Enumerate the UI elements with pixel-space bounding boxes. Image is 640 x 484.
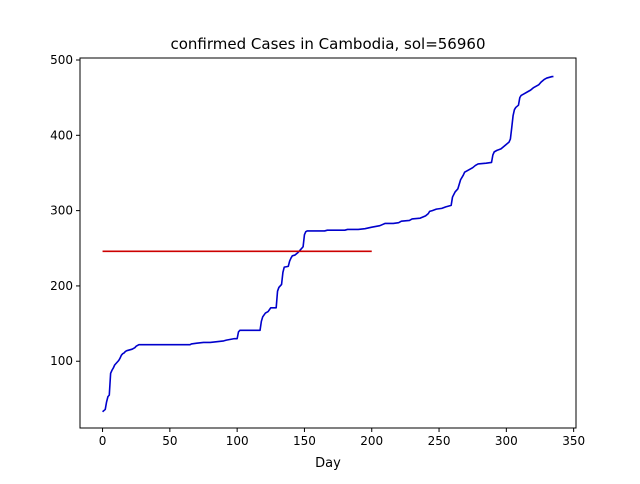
series-layer (102, 75, 554, 413)
plot-frame (79, 57, 577, 429)
x-tick-label: 250 (428, 434, 451, 448)
ticks-layer: 0 50 100 150 200 250 300 350 100 200 300 400 500 (50, 53, 585, 448)
x-tick-label: 100 (226, 434, 249, 448)
y-tick-label: 400 (50, 128, 73, 142)
x-tick-label: 200 (360, 434, 383, 448)
x-tick-label: 0 (99, 434, 107, 448)
x-tick-label: 300 (495, 434, 518, 448)
series-line-1 (102, 75, 554, 413)
x-axis-label: Day (315, 456, 341, 471)
y-tick-label: 200 (50, 279, 73, 293)
x-tick-label: 350 (562, 434, 585, 448)
x-tick-label: 50 (162, 434, 177, 448)
y-tick-label: 500 (50, 53, 73, 67)
x-tick-label: 150 (293, 434, 316, 448)
y-tick-label: 100 (50, 354, 73, 368)
chart-title: confirmed Cases in Cambodia, sol=56960 (171, 35, 486, 53)
y-tick-label: 300 (50, 204, 73, 218)
